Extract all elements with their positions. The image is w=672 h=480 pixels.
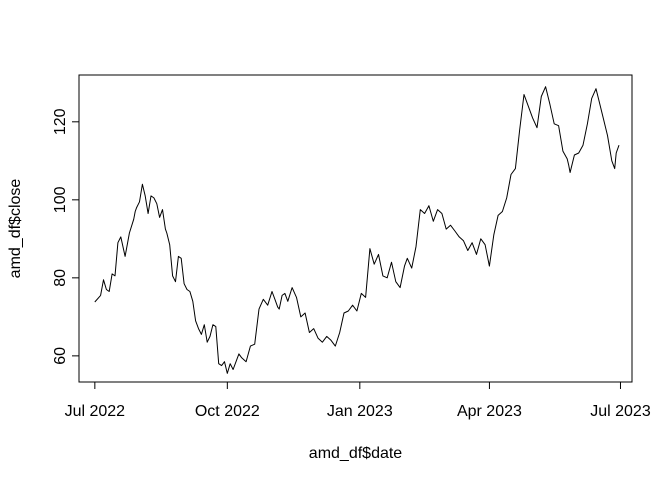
x-axis: Jul 2022 Oct 2022 Jan 2023 Apr 2023 Jul 2023 <box>65 381 651 420</box>
y-axis-label: amd_df$close <box>7 179 24 279</box>
y-tick-label: 60 <box>52 347 69 365</box>
y-tick-label: 120 <box>52 108 69 135</box>
x-tick-label: Jul 2022 <box>65 403 126 420</box>
x-axis-label: amd_df$date <box>309 445 403 462</box>
y-axis: 60 80 100 120 <box>52 108 80 365</box>
x-tick-label: Oct 2022 <box>195 403 260 420</box>
y-tick-label: 80 <box>52 269 69 287</box>
y-tick-label: 100 <box>52 186 69 213</box>
plot-area-frame <box>78 74 633 383</box>
x-tick-label: Apr 2023 <box>457 403 522 420</box>
x-tick-label: Jan 2023 <box>327 403 393 420</box>
x-tick-label: Jul 2023 <box>590 403 651 420</box>
series-line-close <box>94 86 620 374</box>
